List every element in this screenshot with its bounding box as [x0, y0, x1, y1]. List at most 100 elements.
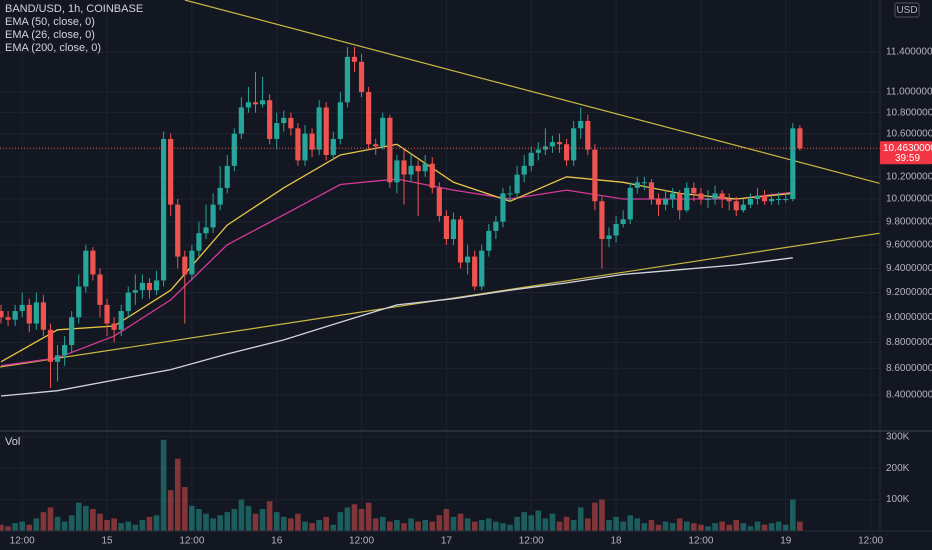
candle-body — [797, 128, 803, 149]
volume-bar — [662, 521, 669, 531]
candle-body — [267, 100, 273, 139]
countdown-label: 39:59 — [895, 153, 920, 164]
volume-bar — [174, 458, 181, 531]
volume-bar — [691, 523, 697, 531]
candle-body — [203, 227, 209, 234]
candle-body — [705, 199, 711, 201]
volume-label: Vol — [5, 436, 20, 448]
candle-body — [252, 102, 259, 105]
volume-bar — [280, 516, 287, 531]
candle-body — [111, 323, 117, 330]
candle-body — [0, 311, 4, 318]
candle-body — [196, 233, 202, 251]
volume-bar — [683, 521, 690, 531]
volume-bar — [118, 523, 124, 531]
volume-bar — [698, 524, 704, 531]
candle-body — [450, 219, 457, 240]
x-tick-label: 12:00 — [179, 536, 204, 547]
volume-bar — [648, 520, 655, 531]
grid — [0, 0, 880, 531]
volume-bar — [5, 526, 11, 531]
volume-bar — [676, 518, 683, 531]
x-tick-label: 16 — [271, 536, 283, 547]
candle-body — [323, 107, 329, 155]
candle-body — [132, 290, 138, 293]
volume-bar — [210, 518, 216, 531]
candle-body — [535, 149, 541, 153]
y-tick-label: 10.60000000 — [886, 128, 932, 139]
volume-bar — [401, 523, 407, 531]
volume-bar — [387, 521, 393, 531]
candle-body — [754, 195, 761, 200]
volume-tick-label: 100K — [886, 494, 910, 505]
candle-body — [726, 199, 732, 202]
volume-bar — [627, 515, 634, 531]
volume-bar — [217, 515, 223, 531]
volume-bar — [224, 512, 231, 531]
volume-bar — [90, 509, 96, 531]
candle-body — [677, 193, 683, 211]
candle-body — [648, 182, 655, 200]
volume-bar — [620, 521, 626, 531]
candle-body — [153, 280, 160, 291]
volume-bar — [464, 518, 471, 531]
candle-body — [761, 195, 768, 202]
candle-body — [217, 187, 223, 205]
volume-bar — [733, 520, 740, 531]
labels: 11.40000000 11.00000000 10.80000000 10.6000… — [10, 47, 932, 547]
volume-bar — [295, 513, 301, 531]
volume-bar — [768, 523, 775, 531]
y-tick-label: 8.60000000 — [886, 363, 932, 374]
candle-body — [337, 102, 343, 139]
volume-bar — [394, 520, 400, 531]
volume-bar — [478, 520, 485, 531]
last-price-label: 10.46300000 — [883, 143, 932, 154]
volume-bar — [238, 499, 245, 531]
candle-body — [436, 187, 442, 216]
candle-body — [302, 133, 308, 161]
candle-body — [351, 56, 358, 62]
candle-body — [118, 311, 124, 330]
candle-body — [125, 292, 131, 312]
candle-body — [76, 286, 82, 318]
volume-bar — [111, 518, 117, 531]
candle-body — [465, 256, 471, 263]
volume-bar — [245, 505, 252, 531]
volume-bar — [507, 524, 513, 531]
volume-bar — [231, 509, 238, 531]
volume-bar — [196, 509, 202, 531]
currency-label[interactable]: USD — [896, 5, 917, 16]
candle-body — [783, 199, 789, 201]
volume-bar — [160, 439, 167, 531]
volume-bar — [747, 526, 754, 531]
y-tick-label: 9.80000000 — [886, 216, 932, 227]
candle-body — [620, 219, 626, 224]
candle-body — [175, 204, 181, 257]
candle-body — [493, 221, 499, 231]
volume-bar — [705, 526, 711, 531]
volume-bar — [500, 523, 506, 531]
volume-bar — [97, 513, 103, 531]
legend-entry: EMA (26, close, 0) — [5, 29, 95, 41]
candle-body — [634, 182, 640, 188]
candle-body — [231, 133, 237, 166]
volume-bar — [782, 524, 789, 531]
candle-body — [97, 274, 103, 305]
volume-bar — [372, 518, 379, 531]
candle-body — [599, 201, 605, 240]
y-tick-label: 9.20000000 — [886, 287, 932, 298]
candle-body — [443, 215, 449, 240]
candle-body — [373, 144, 379, 147]
candle-body — [776, 199, 782, 201]
volume-bar — [556, 521, 563, 531]
volume-bar — [316, 520, 322, 531]
x-tick-label: 12:00 — [688, 536, 713, 547]
candle-body — [472, 256, 478, 287]
volume-bar — [252, 513, 259, 531]
currency-button[interactable] — [894, 2, 920, 18]
volume-bar — [754, 521, 761, 531]
candle-body — [549, 142, 556, 147]
candle-body — [542, 146, 548, 150]
volume-bar — [761, 524, 768, 531]
candle-body — [12, 311, 18, 320]
